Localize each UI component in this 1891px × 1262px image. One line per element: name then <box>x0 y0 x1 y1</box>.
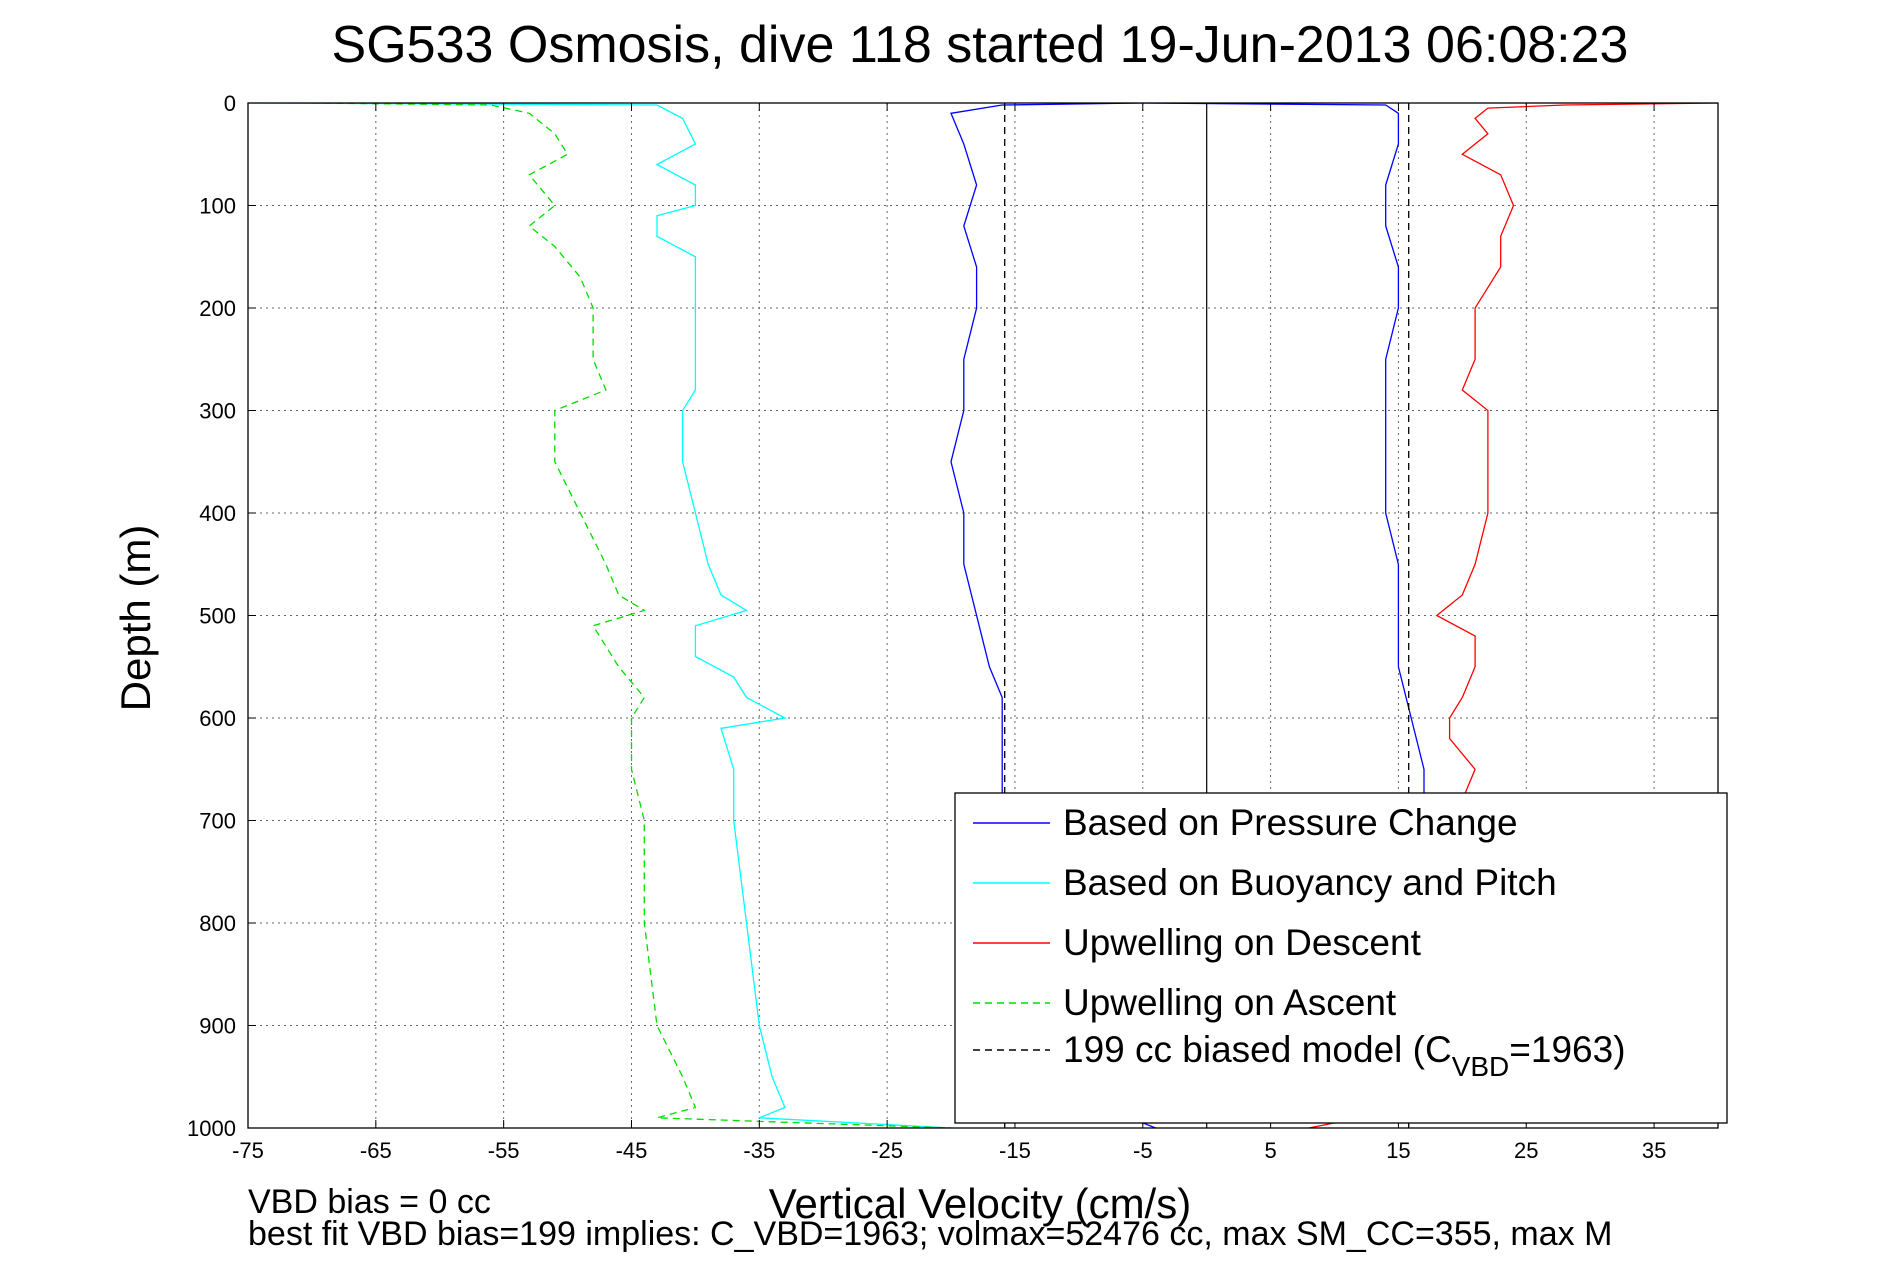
series-based-on-buoyancy-and-pitch <box>248 103 952 1128</box>
y-tick-label: 900 <box>199 1014 236 1039</box>
series-upwelling-on-ascent <box>311 103 952 1128</box>
x-tick-label: -35 <box>743 1138 775 1163</box>
y-tick-label: 300 <box>199 399 236 424</box>
y-axis: 0 100 200 300 400 500 600 700 800 900 1000 <box>187 91 1718 1141</box>
series-line <box>1435 103 1718 801</box>
legend-box <box>954 792 1728 1124</box>
y-tick-label: 500 <box>199 604 236 629</box>
legend-label-end: =1963) <box>1509 1029 1625 1070</box>
legend-label: 199 cc biased model (CVBD=1963) <box>1063 1029 1626 1082</box>
x-tick-label: -45 <box>616 1138 648 1163</box>
legend-label: Upwelling on Descent <box>1063 922 1422 963</box>
series-line <box>248 103 952 1128</box>
y-tick-label: 800 <box>199 911 236 936</box>
series-line <box>311 103 952 1128</box>
series-line <box>1142 103 1425 800</box>
series-line <box>950 103 1143 800</box>
y-tick-label: 200 <box>199 296 236 321</box>
legend-label: Based on Pressure Change <box>1063 802 1518 843</box>
footer-line-1: VBD bias = 0 cc <box>248 1183 491 1221</box>
legend-label: Upwelling on Ascent <box>1063 982 1397 1023</box>
x-tick-label: -65 <box>360 1138 392 1163</box>
x-axis-label: Vertical Velocity (cm/s) <box>769 1180 1191 1227</box>
y-tick-label: 700 <box>199 809 236 834</box>
y-axis-label: Depth (m) <box>112 525 159 712</box>
legend-label-main: 199 cc biased model (C <box>1063 1029 1452 1070</box>
x-tick-label: -5 <box>1133 1138 1153 1163</box>
y-tick-label: 100 <box>199 194 236 219</box>
y-tick-label: 1000 <box>187 1116 236 1141</box>
y-tick-label: 400 <box>199 501 236 526</box>
x-tick-label: -25 <box>871 1138 903 1163</box>
y-tick-label: 600 <box>199 706 236 731</box>
legend: Based on Pressure Change Based on Buoyanc… <box>954 792 1728 1124</box>
x-tick-label: -55 <box>488 1138 520 1163</box>
legend-label-subscript: VBD <box>1452 1051 1510 1082</box>
x-tick-label: 25 <box>1514 1138 1538 1163</box>
x-tick-label: 5 <box>1264 1138 1276 1163</box>
x-tick-label: -75 <box>232 1138 264 1163</box>
y-tick-label: 0 <box>224 91 236 116</box>
x-tick-label: -15 <box>999 1138 1031 1163</box>
footer-line-2: best fit VBD bias=199 implies: C_VBD=196… <box>248 1215 1612 1253</box>
x-tick-label: 15 <box>1386 1138 1410 1163</box>
chart-title: SG533 Osmosis, dive 118 started 19-Jun-2… <box>332 16 1629 74</box>
x-tick-label: 35 <box>1642 1138 1666 1163</box>
x-axis: -75 -65 -55 -45 -35 -25 -15 -5 5 15 25 35 <box>232 103 1666 1163</box>
legend-label: Based on Buoyancy and Pitch <box>1063 862 1557 903</box>
